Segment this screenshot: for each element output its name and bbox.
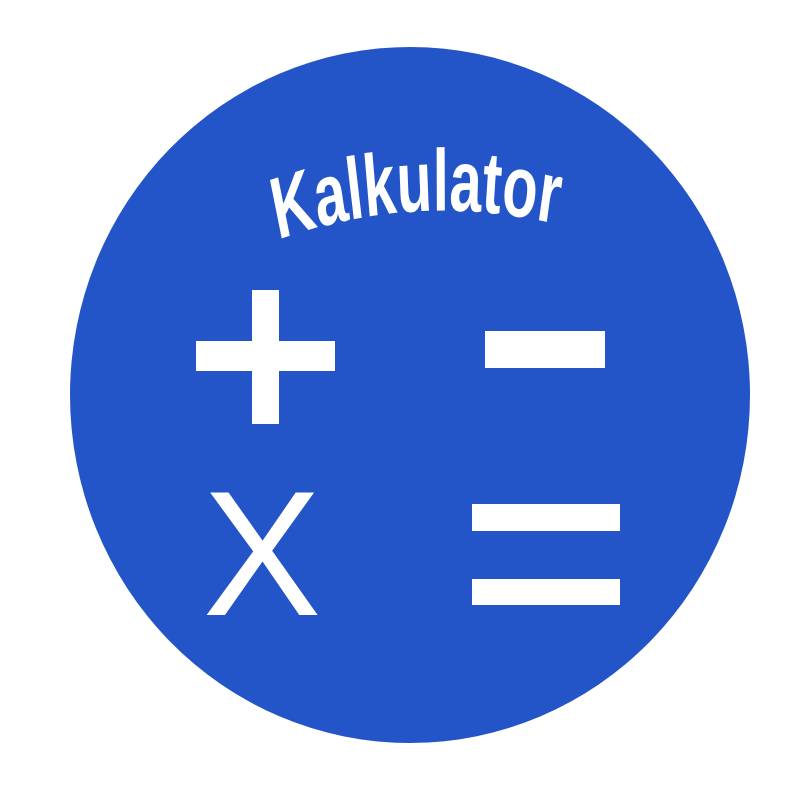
plus-icon <box>196 290 335 424</box>
equals-icon <box>472 504 620 605</box>
minus-icon <box>485 331 605 368</box>
multiply-icon: X <box>203 454 322 653</box>
logo-circle <box>70 47 750 743</box>
